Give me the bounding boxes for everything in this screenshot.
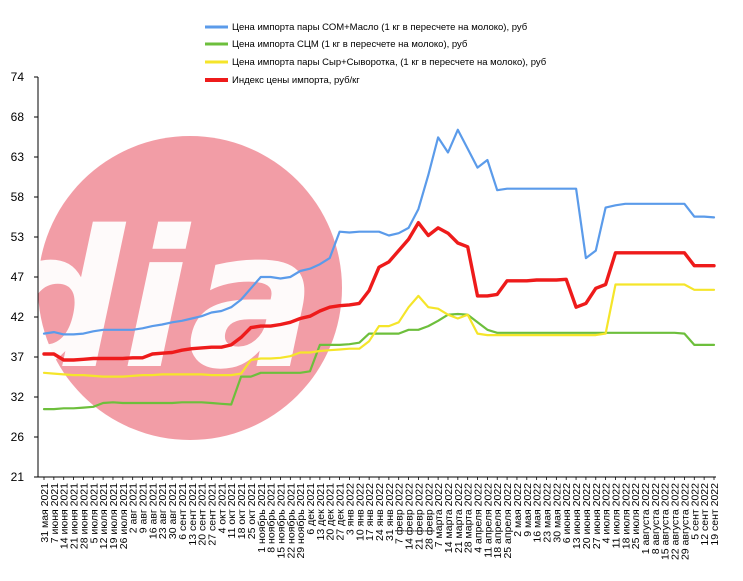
x-tick-label: 6 дек 2021 <box>305 483 317 535</box>
x-tick-label: 27 июня 2022 <box>591 483 603 549</box>
x-tick-label: 18 июля 2022 <box>620 483 632 549</box>
x-tick-label: 21 февр 2022 <box>413 483 425 550</box>
x-tick-label: 15 ноябрь 2021 <box>275 483 287 559</box>
x-tick-label: 31 мая 2021 <box>39 483 51 543</box>
x-tick-label: 1 ноябрь 2021 <box>256 483 268 553</box>
x-tick-label: 14 марта 2022 <box>443 483 455 553</box>
x-tick-label: 28 февр 2022 <box>423 483 435 550</box>
x-tick-label: 18 апреля 2022 <box>492 483 504 559</box>
x-tick-label: 9 мая 2022 <box>522 483 534 537</box>
x-tick-label: 7 марта 2022 <box>433 483 445 547</box>
x-tick-label: 7 февр 2022 <box>394 483 406 544</box>
x-tick-label: 17 янв 2022 <box>364 483 376 541</box>
x-tick-label: 2 мая 2022 <box>512 483 524 537</box>
x-tick-label: 6 сент 2021 <box>177 483 189 540</box>
x-tick-label: 2 авг 2021 <box>128 483 140 533</box>
x-tick-label: 22 августа 2022 <box>670 483 682 560</box>
x-tick-label: 21 марта 2022 <box>453 483 465 553</box>
x-tick-label: 18 окт 2021 <box>236 483 248 539</box>
x-tick-label: 28 марта 2022 <box>463 483 475 553</box>
x-tick-label: 28 июня 2021 <box>78 483 90 549</box>
x-tick-label: 4 апреля 2022 <box>473 483 485 553</box>
x-tick-label: 7 июня 2021 <box>49 483 61 543</box>
x-tick-label: 20 июня 2022 <box>581 483 593 549</box>
x-tick-label: 30 мая 2022 <box>551 483 563 543</box>
x-tick-label: 23 авг 2021 <box>157 483 169 539</box>
x-tick-label: 5 июля 2021 <box>88 483 100 544</box>
x-tick-label: 11 апреля 2022 <box>482 483 494 558</box>
x-tick-label: 25 июля 2022 <box>630 483 642 549</box>
x-tick-label: 22 ноябрь 2021 <box>285 483 297 559</box>
x-tick-label: 8 ноябрь 2021 <box>266 483 278 553</box>
legend-label-1: Цена импорта пары СОМ+Масло (1 кг в пере… <box>232 22 528 33</box>
legend-label-3: Цена импорта пары Сыр+Сыворотка, (1 кг в… <box>232 57 547 68</box>
x-tick-label: 20 сент 2021 <box>197 483 209 546</box>
x-tick-label: 29 ноябрь 2021 <box>295 483 307 559</box>
x-tick-label: 15 августа 2022 <box>660 483 672 560</box>
x-tick-label: 14 июня 2021 <box>59 483 71 549</box>
x-tick-label: 1 августа 2022 <box>640 483 652 554</box>
x-tick-label: 11 июля 2022 <box>610 483 622 549</box>
y-tick-label: 53 <box>11 230 25 244</box>
x-tick-label: 19 июля 2021 <box>108 483 120 549</box>
y-tick-label: 74 <box>11 70 25 84</box>
x-tick-label: 27 дек 2021 <box>335 483 347 541</box>
x-tick-label: 6 июня 2022 <box>561 483 573 543</box>
series-line-2 <box>42 312 716 411</box>
x-tick-label: 4 окт 2021 <box>216 483 228 534</box>
x-tick-label: 19 сент 2022 <box>709 483 721 546</box>
legend-label-2: Цена импорта СЦМ (1 кг в пересчете на мо… <box>232 39 468 50</box>
x-tick-label: 30 авг 2021 <box>167 483 179 539</box>
x-tick-label: 24 янв 2022 <box>374 483 386 541</box>
x-tick-label: 11 окт 2021 <box>226 483 238 539</box>
x-tick-label: 26 июля 2021 <box>118 483 130 549</box>
watermark-text: dia <box>0 191 342 412</box>
x-tick-label: 21 июня 2021 <box>69 483 81 549</box>
series-line-3 <box>42 283 716 378</box>
legend-label-4: Индекс цены импорта, руб/кг <box>232 75 360 86</box>
x-tick-label: 8 августа 2022 <box>650 483 662 554</box>
x-tick-label: 14 февр 2022 <box>404 483 416 550</box>
x-tick-label: 31 янв 2022 <box>384 483 396 541</box>
x-tick-label: 29 августа 2022 <box>679 483 691 560</box>
x-tick-label: 12 сент 2022 <box>699 483 711 546</box>
x-tick-label: 13 июня 2022 <box>571 483 583 549</box>
y-tick-label: 21 <box>11 470 25 484</box>
series-layer <box>42 128 716 411</box>
chart-legend: Цена импорта пары СОМ+Масло (1 кг в пере… <box>205 22 547 86</box>
x-tick-label: 5 сент 2022 <box>689 483 701 540</box>
x-tick-label: 9 авг 2021 <box>138 483 150 533</box>
x-tick-label: 27 сент 2021 <box>207 483 219 546</box>
x-tick-label: 16 мая 2022 <box>532 483 544 543</box>
watermark-logo: dia <box>0 136 342 440</box>
x-tick-label: 12 июля 2021 <box>98 483 110 549</box>
x-tick-label: 4 июля 2022 <box>601 483 613 544</box>
y-tick-label: 32 <box>11 390 25 404</box>
x-tick-label: 3 янв 2022 <box>344 483 356 535</box>
x-tick-label: 16 авг 2021 <box>147 483 159 539</box>
y-tick-label: 47 <box>11 270 25 284</box>
x-tick-label: 10 янв 2022 <box>354 483 366 541</box>
y-tick-label: 63 <box>11 150 25 164</box>
x-tick-label: 13 дек 2021 <box>315 483 327 541</box>
x-tick-label: 25 апреля 2022 <box>502 483 514 559</box>
x-tick-label: 20 дек 2021 <box>325 483 337 541</box>
y-tick-label: 37 <box>11 350 25 364</box>
x-tick-label: 13 сент 2021 <box>187 483 199 546</box>
x-tick-label: 23 мая 2022 <box>542 483 554 543</box>
x-tick-label: 25 окт 2021 <box>246 483 258 539</box>
watermark-circle <box>38 136 342 440</box>
series-line-4 <box>42 220 716 362</box>
series-line-1 <box>42 128 716 336</box>
y-tick-label: 58 <box>11 190 25 204</box>
y-tick-label: 26 <box>11 430 25 444</box>
y-tick-label: 42 <box>11 310 25 324</box>
chart-axes: 21 26 32 37 42 47 53 58 63 68 74 <box>11 70 716 484</box>
y-tick-label: 68 <box>11 110 25 124</box>
